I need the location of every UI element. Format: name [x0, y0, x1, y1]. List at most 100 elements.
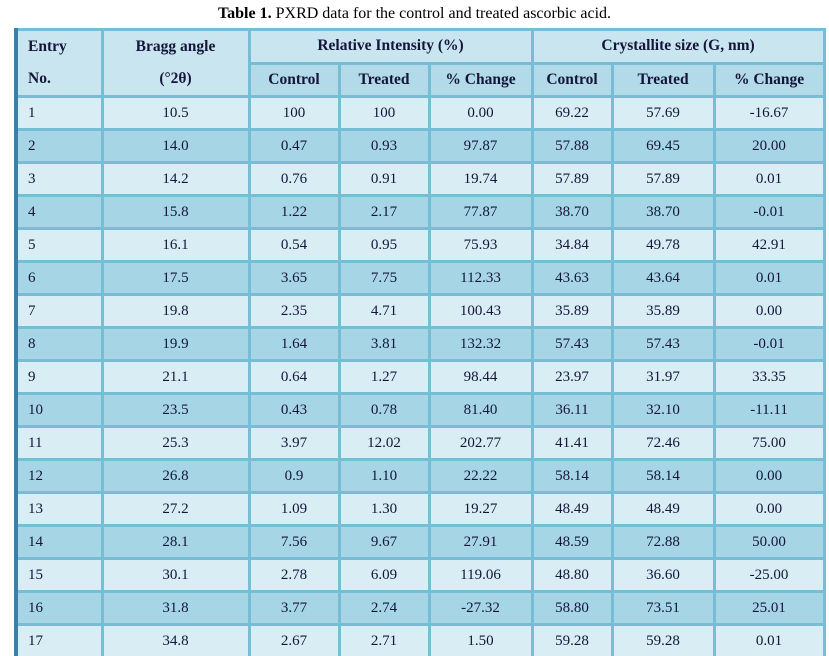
entry-no-cell: 10 [14, 392, 104, 428]
cs-change-cell: 50.00 [712, 524, 826, 560]
table-row: 14 28.1 7.56 9.67 27.91 48.59 72.88 50.00 [14, 524, 826, 560]
cs-treated-cell: 57.69 [610, 95, 716, 131]
cs-treated-cell: 73.51 [610, 590, 716, 626]
entry-no-cell: 7 [14, 293, 104, 329]
entry-no-cell: 8 [14, 326, 104, 362]
ri-treated-cell: 1.10 [337, 458, 431, 494]
bragg-angle-cell: 17.5 [100, 260, 251, 296]
ri-treated-cell: 2.71 [337, 623, 431, 656]
ri-change-cell: 75.93 [427, 227, 534, 263]
cs-change-cell: 33.35 [712, 359, 826, 395]
table-caption-label: Table 1. [217, 5, 272, 22]
table-row: 9 21.1 0.64 1.27 98.44 23.97 31.97 33.35 [14, 359, 826, 395]
cs-change-cell: 0.01 [712, 260, 826, 296]
bragg-angle-cell: 15.8 [100, 194, 251, 230]
bragg-angle-cell: 26.8 [100, 458, 251, 494]
ri-change-cell: 77.87 [427, 194, 534, 230]
entry-no-cell: 6 [14, 260, 104, 296]
table-row: 6 17.5 3.65 7.75 112.33 43.63 43.64 0.01 [14, 260, 826, 296]
ri-change-cell: 22.22 [427, 458, 534, 494]
entry-no-cell: 9 [14, 359, 104, 395]
cs-treated-header: Treated [610, 61, 716, 98]
ri-control-cell: 0.64 [247, 359, 341, 395]
table-row: 8 19.9 1.64 3.81 132.32 57.43 57.43 -0.01 [14, 326, 826, 362]
cs-change-cell: 0.01 [712, 161, 826, 197]
ri-change-cell: 81.40 [427, 392, 534, 428]
cs-change-cell: 75.00 [712, 425, 826, 461]
entry-no-cell: 15 [14, 557, 104, 593]
cs-treated-cell: 49.78 [610, 227, 716, 263]
bragg-angle-cell: 28.1 [100, 524, 251, 560]
cs-control-cell: 57.43 [530, 326, 614, 362]
entry-no-cell: 4 [14, 194, 104, 230]
bragg-angle-cell: 34.8 [100, 623, 251, 656]
bragg-angle-cell: 19.9 [100, 326, 251, 362]
cs-control-cell: 48.80 [530, 557, 614, 593]
bragg-angle-cell: 30.1 [100, 557, 251, 593]
entry-no-cell: 16 [14, 590, 104, 626]
ri-change-header: % Change [427, 61, 534, 98]
cs-control-cell: 38.70 [530, 194, 614, 230]
ri-control-cell: 3.97 [247, 425, 341, 461]
cs-treated-cell: 57.43 [610, 326, 716, 362]
ri-treated-cell: 0.78 [337, 392, 431, 428]
entry-no-cell: 17 [14, 623, 104, 656]
table-row: 3 14.2 0.76 0.91 19.74 57.89 57.89 0.01 [14, 161, 826, 197]
cs-change-cell: 25.01 [712, 590, 826, 626]
ri-treated-cell: 1.27 [337, 359, 431, 395]
ri-change-cell: 202.77 [427, 425, 534, 461]
ri-control-cell: 0.43 [247, 392, 341, 428]
ri-treated-cell: 2.17 [337, 194, 431, 230]
ri-treated-cell: 100 [337, 95, 431, 131]
cs-control-cell: 58.80 [530, 590, 614, 626]
bragg-angle-cell: 14.0 [100, 128, 251, 164]
entry-no-cell: 1 [14, 95, 104, 131]
entry-header-line2: No. [28, 70, 51, 87]
ri-control-cell: 100 [247, 95, 341, 131]
bragg-angle-header: Bragg angle (°2θ) [100, 28, 251, 98]
ri-control-cell: 1.64 [247, 326, 341, 362]
ri-treated-cell: 0.93 [337, 128, 431, 164]
ri-change-cell: 19.27 [427, 491, 534, 527]
cs-change-cell: 42.91 [712, 227, 826, 263]
cs-control-cell: 59.28 [530, 623, 614, 656]
ri-treated-cell: 12.02 [337, 425, 431, 461]
ri-control-cell: 0.76 [247, 161, 341, 197]
cs-control-cell: 57.88 [530, 128, 614, 164]
ri-treated-cell: 4.71 [337, 293, 431, 329]
table-row: 11 25.3 3.97 12.02 202.77 41.41 72.46 75.00 [14, 425, 826, 461]
cs-treated-cell: 48.49 [610, 491, 716, 527]
cs-change-cell: 0.00 [712, 293, 826, 329]
ri-treated-cell: 7.75 [337, 260, 431, 296]
ri-control-cell: 2.78 [247, 557, 341, 593]
cs-change-cell: -16.67 [712, 95, 826, 131]
cs-change-cell: 0.01 [712, 623, 826, 656]
table-row: 13 27.2 1.09 1.30 19.27 48.49 48.49 0.00 [14, 491, 826, 527]
cs-control-cell: 48.49 [530, 491, 614, 527]
ri-treated-cell: 6.09 [337, 557, 431, 593]
entry-no-cell: 11 [14, 425, 104, 461]
bragg-angle-cell: 16.1 [100, 227, 251, 263]
bragg-angle-cell: 27.2 [100, 491, 251, 527]
ri-change-cell: 98.44 [427, 359, 534, 395]
ri-change-cell: 27.91 [427, 524, 534, 560]
cs-treated-cell: 31.97 [610, 359, 716, 395]
bragg-angle-cell: 21.1 [100, 359, 251, 395]
ri-change-cell: 100.43 [427, 293, 534, 329]
table-row: 5 16.1 0.54 0.95 75.93 34.84 49.78 42.91 [14, 227, 826, 263]
table-row: 1 10.5 100 100 0.00 69.22 57.69 -16.67 [14, 95, 826, 131]
ri-treated-cell: 3.81 [337, 326, 431, 362]
cs-change-cell: -0.01 [712, 326, 826, 362]
table-row: 16 31.8 3.77 2.74 -27.32 58.80 73.51 25.01 [14, 590, 826, 626]
cs-treated-cell: 38.70 [610, 194, 716, 230]
ri-control-cell: 0.47 [247, 128, 341, 164]
table-row: 4 15.8 1.22 2.17 77.87 38.70 38.70 -0.01 [14, 194, 826, 230]
cs-control-cell: 43.63 [530, 260, 614, 296]
cs-change-cell: 0.00 [712, 491, 826, 527]
ri-control-cell: 2.67 [247, 623, 341, 656]
ri-change-cell: 1.50 [427, 623, 534, 656]
table-row: 7 19.8 2.35 4.71 100.43 35.89 35.89 0.00 [14, 293, 826, 329]
cs-control-cell: 41.41 [530, 425, 614, 461]
cs-control-cell: 36.11 [530, 392, 614, 428]
cs-control-cell: 69.22 [530, 95, 614, 131]
